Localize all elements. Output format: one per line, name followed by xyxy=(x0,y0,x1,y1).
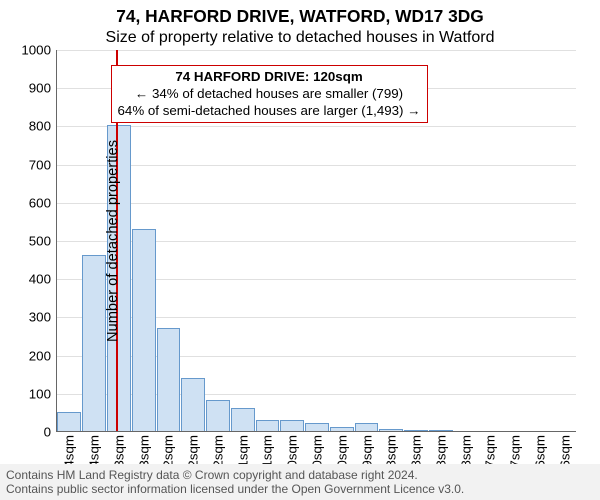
footer-line-2: Contains public sector information licen… xyxy=(6,482,594,496)
y-tick-label: 900 xyxy=(29,81,57,96)
histogram-bar xyxy=(256,420,280,431)
histogram-bar xyxy=(280,420,304,431)
histogram-bar xyxy=(355,423,379,431)
y-tick-label: 800 xyxy=(29,119,57,134)
histogram-bar xyxy=(181,378,205,431)
histogram-bar xyxy=(429,430,453,431)
footer-line-1: Contains HM Land Registry data © Crown c… xyxy=(6,468,594,482)
gridline xyxy=(57,203,576,204)
gridline xyxy=(57,50,576,51)
histogram-bar xyxy=(132,229,156,431)
y-tick-label: 600 xyxy=(29,195,57,210)
y-axis-label: Number of detached properties xyxy=(105,140,121,342)
callout-box: 74 HARFORD DRIVE: 120sqm← 34% of detache… xyxy=(111,65,428,123)
histogram-bar xyxy=(330,427,354,431)
histogram-bar xyxy=(57,412,81,431)
y-tick-label: 100 xyxy=(29,386,57,401)
histogram-bar xyxy=(82,255,106,431)
histogram-bar xyxy=(157,328,181,431)
histogram-bar xyxy=(231,408,255,431)
callout-line: 74 HARFORD DRIVE: 120sqm xyxy=(118,69,421,86)
histogram-bar xyxy=(305,423,329,431)
y-tick-label: 400 xyxy=(29,272,57,287)
histogram-bar xyxy=(206,400,230,431)
callout-line: 64% of semi-detached houses are larger (… xyxy=(118,103,421,120)
histogram-bar xyxy=(404,430,428,431)
gridline xyxy=(57,165,576,166)
y-tick-label: 500 xyxy=(29,234,57,249)
page-subtitle: Size of property relative to detached ho… xyxy=(0,27,600,47)
y-tick-label: 700 xyxy=(29,157,57,172)
gridline xyxy=(57,126,576,127)
histogram-bar xyxy=(379,429,403,431)
callout-line: ← 34% of detached houses are smaller (79… xyxy=(118,86,421,103)
y-tick-label: 1000 xyxy=(21,43,57,58)
y-tick-label: 200 xyxy=(29,348,57,363)
page-title: 74, HARFORD DRIVE, WATFORD, WD17 3DG xyxy=(0,0,600,27)
histogram-chart: 0100200300400500600700800900100024sqm64s… xyxy=(56,50,576,432)
attribution-footer: Contains HM Land Registry data © Crown c… xyxy=(0,464,600,500)
y-tick-label: 300 xyxy=(29,310,57,325)
y-tick-label: 0 xyxy=(44,425,57,440)
plot-area: 0100200300400500600700800900100024sqm64s… xyxy=(56,50,576,432)
